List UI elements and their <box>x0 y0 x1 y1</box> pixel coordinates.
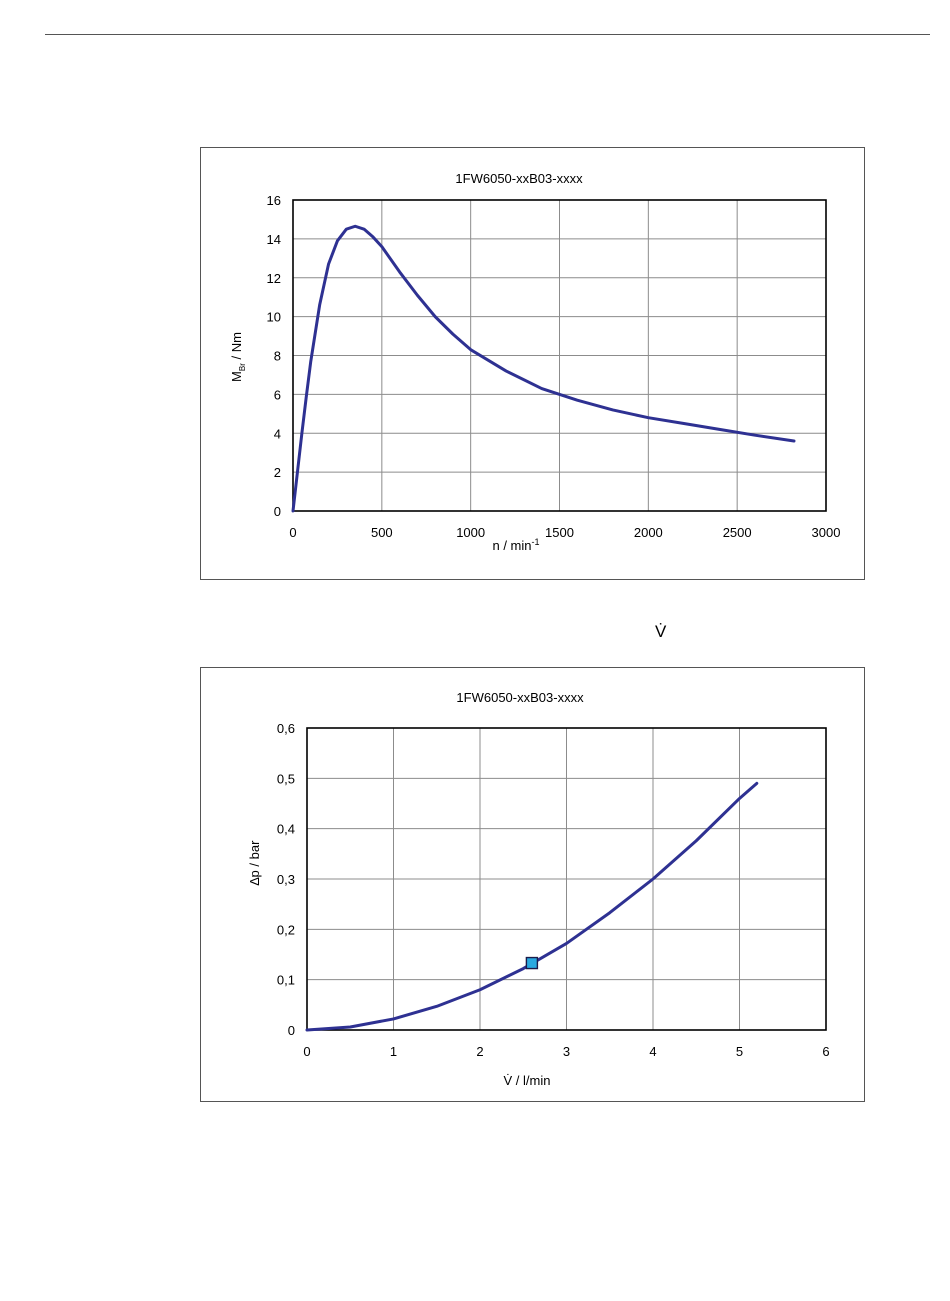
y-tick-label: 16 <box>267 193 281 208</box>
y-tick-label: 0 <box>274 504 281 519</box>
x-tick-label: 2 <box>476 1044 483 1059</box>
y-tick-label: 2 <box>274 465 281 480</box>
x-tick-label: 3000 <box>812 525 841 540</box>
y-tick-label: 14 <box>267 232 281 247</box>
x-tick-label: 6 <box>822 1044 829 1059</box>
plot-area <box>306 727 827 1031</box>
x-tick-label: 1 <box>390 1044 397 1059</box>
y-axis-label: MBr / Nm <box>229 332 247 382</box>
plot-area <box>292 199 827 512</box>
x-tick-label: 1000 <box>456 525 485 540</box>
x-tick-label: 3 <box>563 1044 570 1059</box>
chart-frame-brake-torque: 1FW6050-xxB03-xxxx 0 500 1000 1500 2000 2500 30… <box>200 147 865 580</box>
x-axis-label: V̇ / l/min <box>504 1073 551 1088</box>
y-tick-label: 10 <box>267 310 281 325</box>
y-tick-label: 12 <box>267 271 281 286</box>
y-axis-label: ∆p / bar <box>247 840 262 885</box>
x-tick-label: 5 <box>736 1044 743 1059</box>
y-tick-label: 0,5 <box>277 771 295 786</box>
x-tick-label: 2500 <box>723 525 752 540</box>
x-tick-label: 4 <box>649 1044 656 1059</box>
brake-torque-chart: 1FW6050-xxB03-xxxx 0 500 1000 1500 2000 2500 30… <box>229 171 841 553</box>
chart-frame-pressure-drop: 1FW6050-xxB03-xxxx 0 1 2 3 4 5 6 0 0,1 0,2 0,3 0,4 0,… <box>200 667 865 1102</box>
y-tick-label: 0,4 <box>277 822 295 837</box>
series-line <box>305 781 759 1032</box>
chart-title: 1FW6050-xxB03-xxxx <box>455 171 583 186</box>
x-tick-label: 500 <box>371 525 393 540</box>
flow-rate-symbol: V̇ <box>655 622 667 641</box>
y-tick-label: 0,2 <box>277 922 295 937</box>
x-tick-label: 2000 <box>634 525 663 540</box>
y-tick-label: 0,1 <box>277 973 295 988</box>
operating-point-marker <box>525 956 539 970</box>
y-tick-label: 0,3 <box>277 872 295 887</box>
y-tick-label: 0 <box>288 1023 295 1038</box>
y-tick-label: 0,6 <box>277 721 295 736</box>
top-rule <box>45 34 930 35</box>
y-tick-label: 8 <box>274 349 281 364</box>
x-axis-label: n / min-1 <box>492 537 539 553</box>
y-tick-label: 4 <box>274 426 281 441</box>
series-line <box>291 224 796 513</box>
chart-title: 1FW6050-xxB03-xxxx <box>456 690 584 705</box>
x-tick-label: 1500 <box>545 525 574 540</box>
x-tick-label: 0 <box>303 1044 310 1059</box>
pressure-drop-chart: 1FW6050-xxB03-xxxx 0 1 2 3 4 5 6 0 0,1 0,2 0,3 0,4 0,… <box>247 690 830 1088</box>
y-tick-label: 6 <box>274 387 281 402</box>
x-tick-label: 0 <box>289 525 296 540</box>
